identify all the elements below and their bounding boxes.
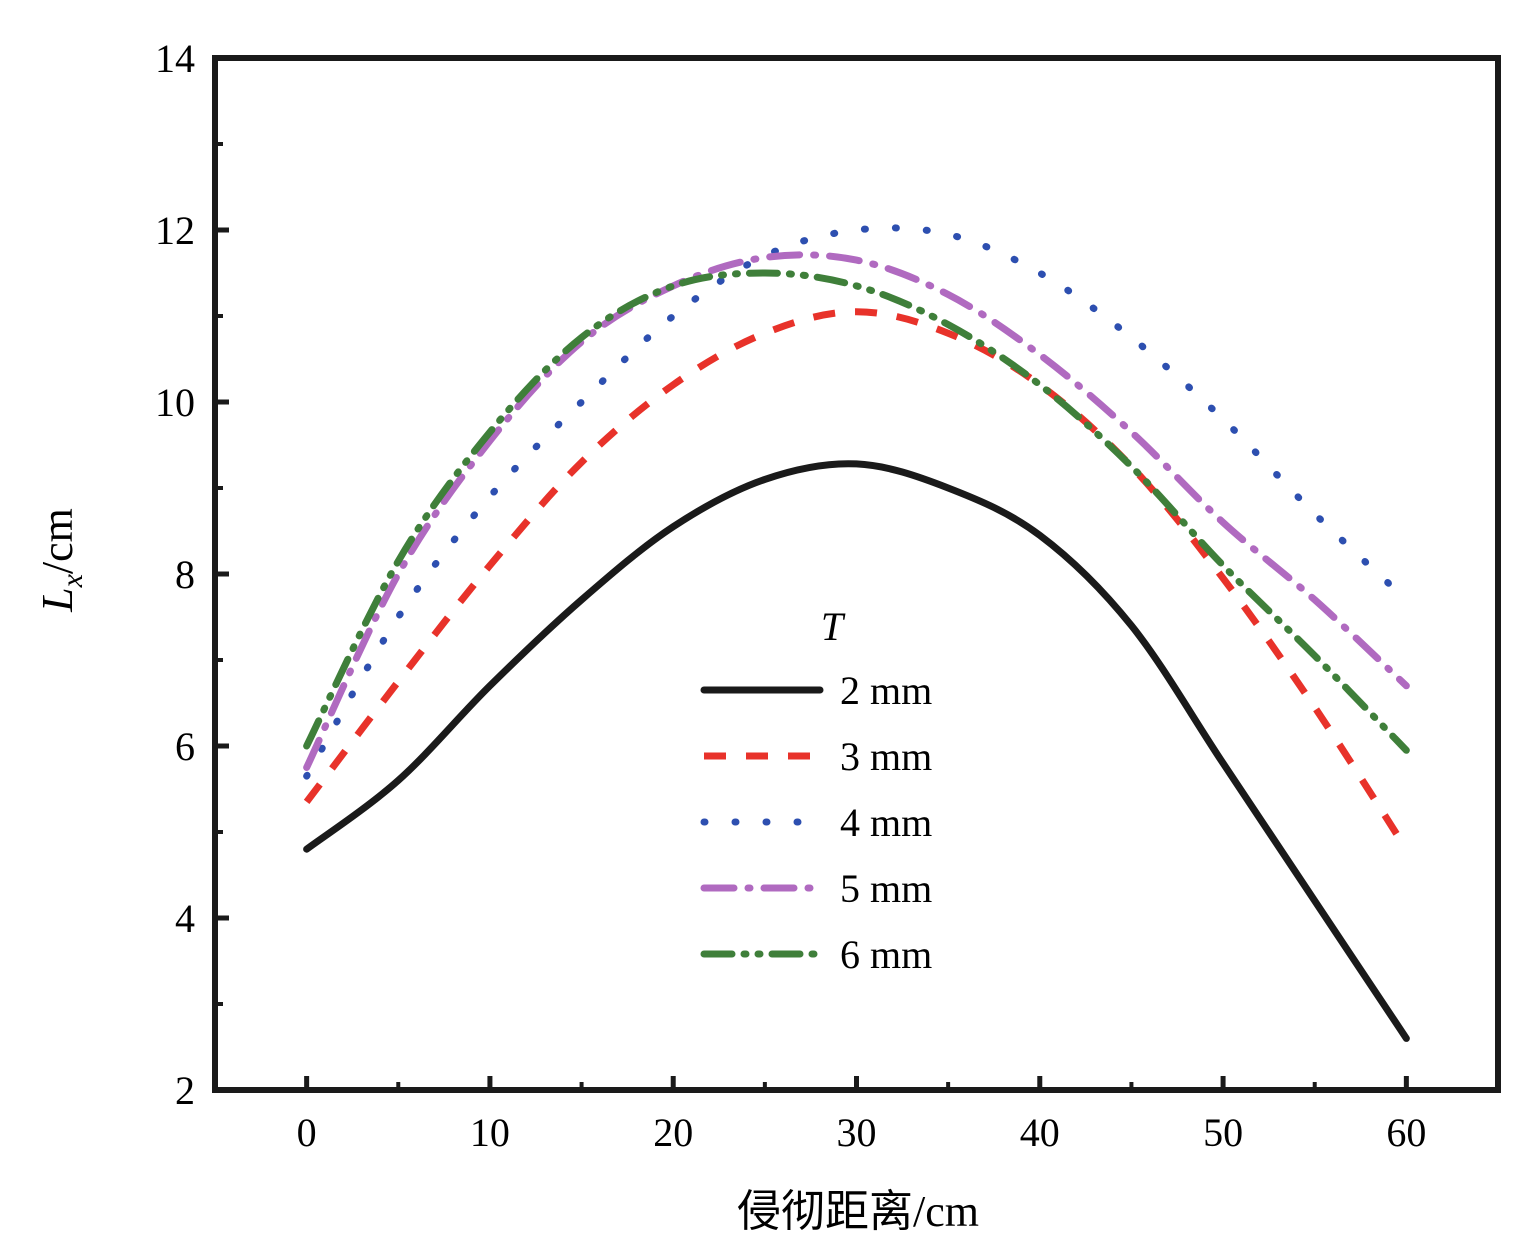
legend-title: T [821,604,846,649]
x-axis-title: 侵彻距离/cm [737,1187,979,1236]
x-tick-label: 50 [1203,1110,1243,1155]
series-line-3-mm [303,308,1410,852]
y-tick-label: 4 [175,896,195,941]
y-tick-label: 6 [175,724,195,769]
legend-label-3-mm: 3 mm [840,734,932,779]
x-tick-label: 10 [470,1110,510,1155]
legend-label-6-mm: 6 mm [840,932,932,977]
series-line-2-mm [303,460,1410,1042]
y-axis-title: Lx/cm [33,508,89,613]
legend-label-4-mm: 4 mm [840,800,932,845]
y-tick-label: 14 [155,36,195,81]
y-tick-label: 2 [175,1068,195,1113]
series-line-5-mm [303,251,1410,771]
legend-label-5-mm: 5 mm [840,866,932,911]
y-tick-label: 12 [155,208,195,253]
x-tick-label: 60 [1386,1110,1426,1155]
x-tick-label: 40 [1020,1110,1060,1155]
x-tick-label: 0 [297,1110,317,1155]
y-tick-label: 10 [155,380,195,425]
x-tick-label: 20 [653,1110,693,1155]
series-layer [303,224,1410,1042]
x-tick-label: 30 [837,1110,877,1155]
y-tick-label: 8 [175,552,195,597]
legend-label-2-mm: 2 mm [840,668,932,713]
legend: T 2 mm 3 mm 4 mm 5 mm 6 mm [700,604,932,977]
series-line-6-mm [303,269,1410,754]
axis-ticks: 0 10 20 30 40 50 60 2 4 6 8 10 12 14 [155,36,1426,1155]
